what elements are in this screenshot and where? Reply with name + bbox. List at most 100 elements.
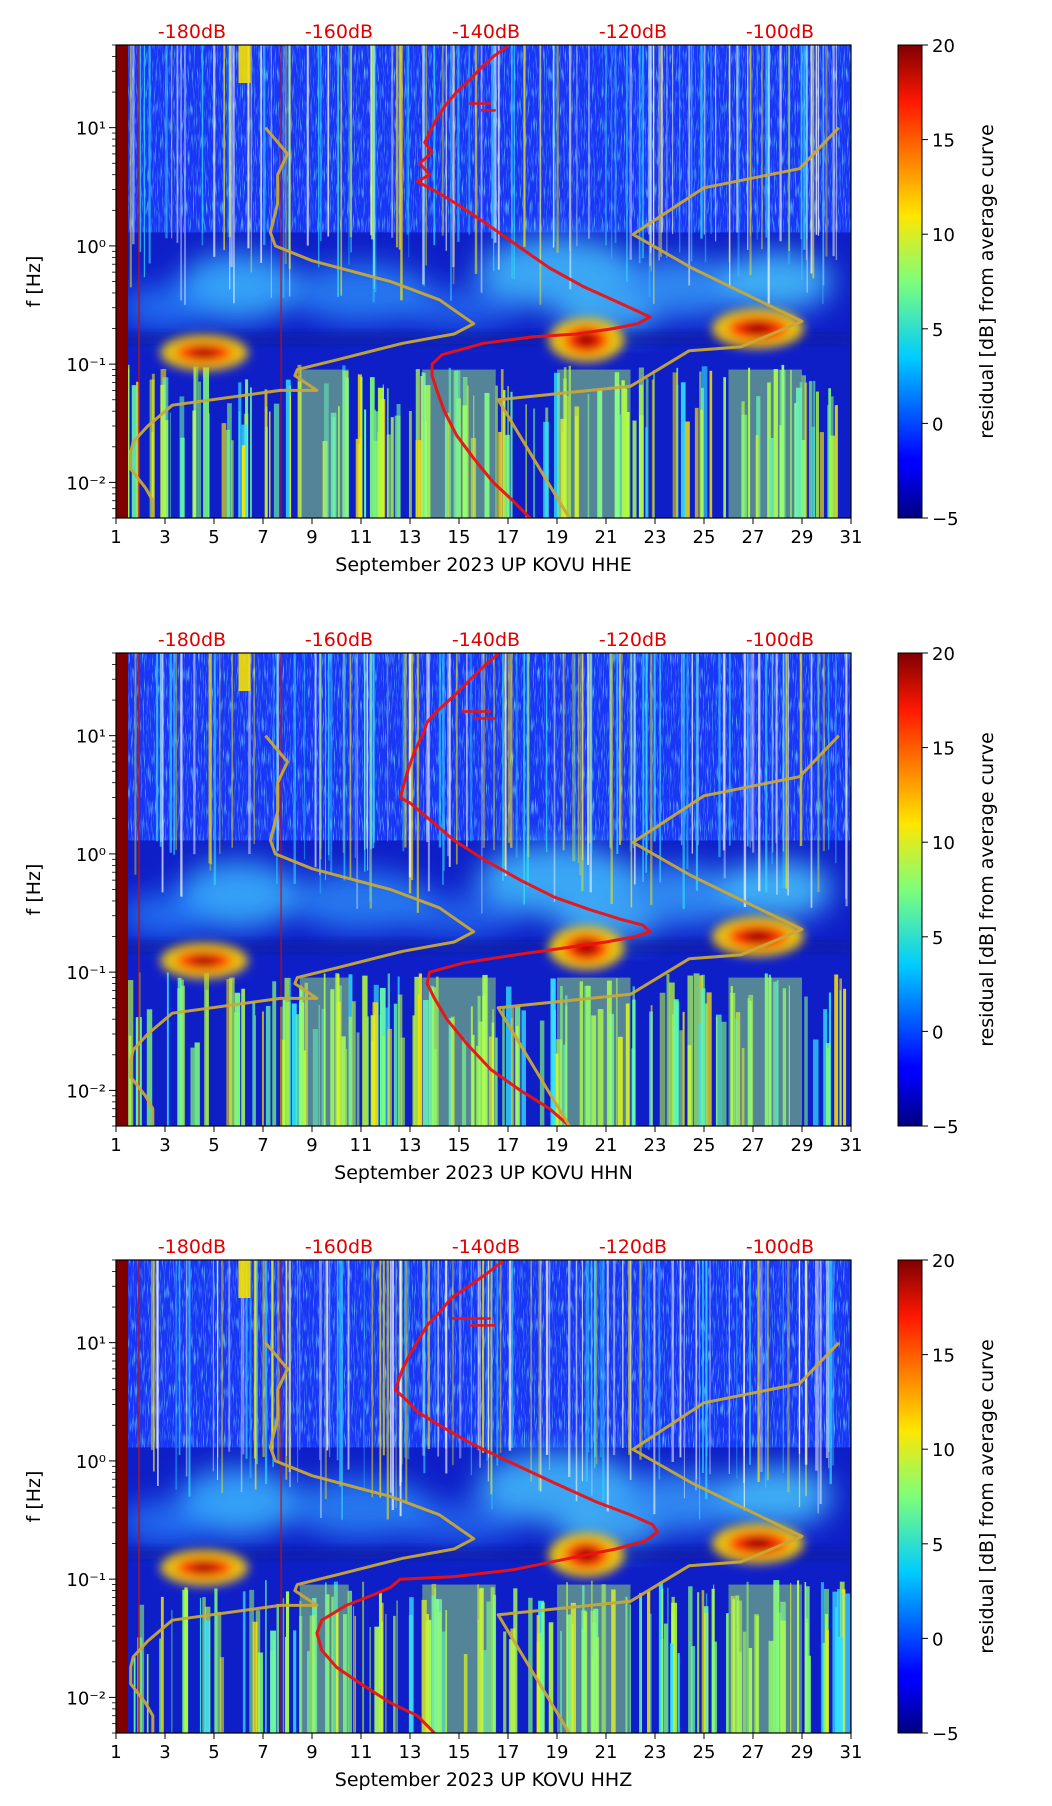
top-db-label: -140dB xyxy=(452,1236,520,1258)
x-tick-label: 9 xyxy=(306,1135,317,1156)
low-noise-model-line xyxy=(129,126,476,518)
x-tick-label: 19 xyxy=(546,1742,569,1763)
high-noise-model-line xyxy=(496,126,840,518)
heatmap-edge-strip xyxy=(116,45,128,518)
x-tick-label: 27 xyxy=(742,1135,765,1156)
x-tick-label: 13 xyxy=(399,527,422,548)
top-db-label: -120dB xyxy=(599,629,667,651)
y-axis-label: f [Hz] xyxy=(23,1471,45,1523)
x-tick-label: 11 xyxy=(350,527,373,548)
colorbar-tick-label: −5 xyxy=(932,509,959,530)
x-tick-label: 17 xyxy=(497,1742,520,1763)
panel-hhn: 1 3 5 7 9 11 13 15 17 19 21 23 25 27 29 3110⁻²10⁻¹10⁰10… xyxy=(23,629,998,1184)
median-psd-line xyxy=(398,653,652,1126)
x-axis-label: September 2023 UP KOVU HHZ xyxy=(335,1769,632,1791)
x-tick-label: 11 xyxy=(350,1742,373,1763)
colorbar-tick-label: 20 xyxy=(932,644,955,665)
spectrogram-plot-area xyxy=(116,653,851,1126)
colorbar-tick-label: 5 xyxy=(932,320,943,341)
x-tick-label: 1 xyxy=(110,1742,121,1763)
y-tick-label: 10⁰ xyxy=(76,1452,106,1473)
x-tick-label: 21 xyxy=(595,1742,618,1763)
x-tick-label: 31 xyxy=(840,1742,863,1763)
x-tick-label: 13 xyxy=(399,1135,422,1156)
colorbar-tick-label: 10 xyxy=(932,225,955,246)
y-tick-label: 10⁻¹ xyxy=(66,963,106,984)
median-psd-line xyxy=(315,1260,659,1733)
panel-hhz: 1 3 5 7 9 11 13 15 17 19 21 23 25 27 29 3110⁻²10⁻¹10⁰10… xyxy=(23,1236,998,1791)
x-tick-label: 29 xyxy=(791,527,814,548)
colorbar-tick-label: 10 xyxy=(932,1440,955,1461)
heatmap-hot-spots xyxy=(160,916,804,979)
y-tick-label: 10⁻² xyxy=(66,473,106,494)
heatmap-speckle xyxy=(116,45,851,233)
x-tick-label: 21 xyxy=(595,527,618,548)
x-tick-label: 27 xyxy=(742,1742,765,1763)
top-db-label: -100dB xyxy=(746,629,814,651)
x-tick-label: 31 xyxy=(840,527,863,548)
x-tick-label: 3 xyxy=(159,527,170,548)
colorbar xyxy=(897,652,923,1127)
colorbar-tick-label: 15 xyxy=(932,739,955,760)
x-tick-label: 15 xyxy=(448,1742,471,1763)
heatmap-red-line xyxy=(280,45,283,518)
colorbar-label: residual [dB] from average curve xyxy=(976,1339,998,1654)
x-tick-label: 29 xyxy=(791,1135,814,1156)
heatmap-dark-band xyxy=(116,941,851,952)
x-tick-label: 1 xyxy=(110,527,121,548)
top-db-label: -160dB xyxy=(305,1236,373,1258)
colorbar-label: residual [dB] from average curve xyxy=(976,124,998,439)
y-tick-label: 10¹ xyxy=(76,727,106,748)
top-db-label: -140dB xyxy=(452,629,520,651)
heatmap-yellow-patch xyxy=(238,1260,251,1298)
top-db-label: -120dB xyxy=(599,1236,667,1258)
top-db-label: -100dB xyxy=(746,1236,814,1258)
colorbar-tick-label: 0 xyxy=(932,1022,943,1043)
x-tick-label: 5 xyxy=(208,1135,219,1156)
x-tick-label: 23 xyxy=(644,1742,667,1763)
x-tick-label: 19 xyxy=(546,1135,569,1156)
high-noise-model-line xyxy=(496,734,840,1126)
top-db-label: -180dB xyxy=(158,21,226,43)
colorbar-tick-label: 0 xyxy=(932,414,943,435)
x-tick-label: 23 xyxy=(644,527,667,548)
x-axis-label: September 2023 UP KOVU HHE xyxy=(335,554,631,576)
median-psd-line xyxy=(415,45,652,518)
heatmap-transient-stripes xyxy=(123,45,838,518)
x-tick-label: 23 xyxy=(644,1135,667,1156)
x-tick-label: 21 xyxy=(595,1135,618,1156)
y-tick-label: 10¹ xyxy=(76,119,106,140)
x-tick-label: 15 xyxy=(448,527,471,548)
spectrogram-plot-area xyxy=(116,1260,851,1733)
x-tick-label: 7 xyxy=(257,1135,268,1156)
high-noise-model-line xyxy=(496,1341,840,1733)
heatmap-dark-band xyxy=(116,1548,851,1559)
y-tick-label: 10⁻² xyxy=(66,1688,106,1709)
x-tick-label: 19 xyxy=(546,527,569,548)
x-tick-label: 29 xyxy=(791,1742,814,1763)
x-tick-label: 13 xyxy=(399,1742,422,1763)
panel-hhe: 1 3 5 7 9 11 13 15 17 19 21 23 25 27 29 3110⁻²10⁻¹10⁰10… xyxy=(23,21,998,576)
colorbar-tick-label: 15 xyxy=(932,1346,955,1367)
top-db-label: -180dB xyxy=(158,629,226,651)
heatmap-red-line xyxy=(280,1260,283,1733)
colorbar-tick-label: −5 xyxy=(932,1724,959,1745)
top-db-label: -160dB xyxy=(305,629,373,651)
heatmap-microseism-band xyxy=(120,1451,833,1549)
x-tick-label: 27 xyxy=(742,527,765,548)
top-db-label: -120dB xyxy=(599,21,667,43)
colorbar xyxy=(897,44,923,519)
y-tick-label: 10⁰ xyxy=(76,845,106,866)
colorbar xyxy=(897,1259,923,1734)
top-db-label: -100dB xyxy=(746,21,814,43)
x-tick-label: 5 xyxy=(208,1742,219,1763)
colorbar-tick-label: 0 xyxy=(932,1629,943,1650)
x-tick-label: 17 xyxy=(497,527,520,548)
x-tick-label: 15 xyxy=(448,1135,471,1156)
y-tick-label: 10⁻¹ xyxy=(66,1570,106,1591)
median-psd-spike xyxy=(468,102,496,112)
low-noise-model-line xyxy=(129,1341,476,1733)
heatmap-red-line xyxy=(280,653,283,1126)
heatmap-red-line xyxy=(138,45,141,518)
